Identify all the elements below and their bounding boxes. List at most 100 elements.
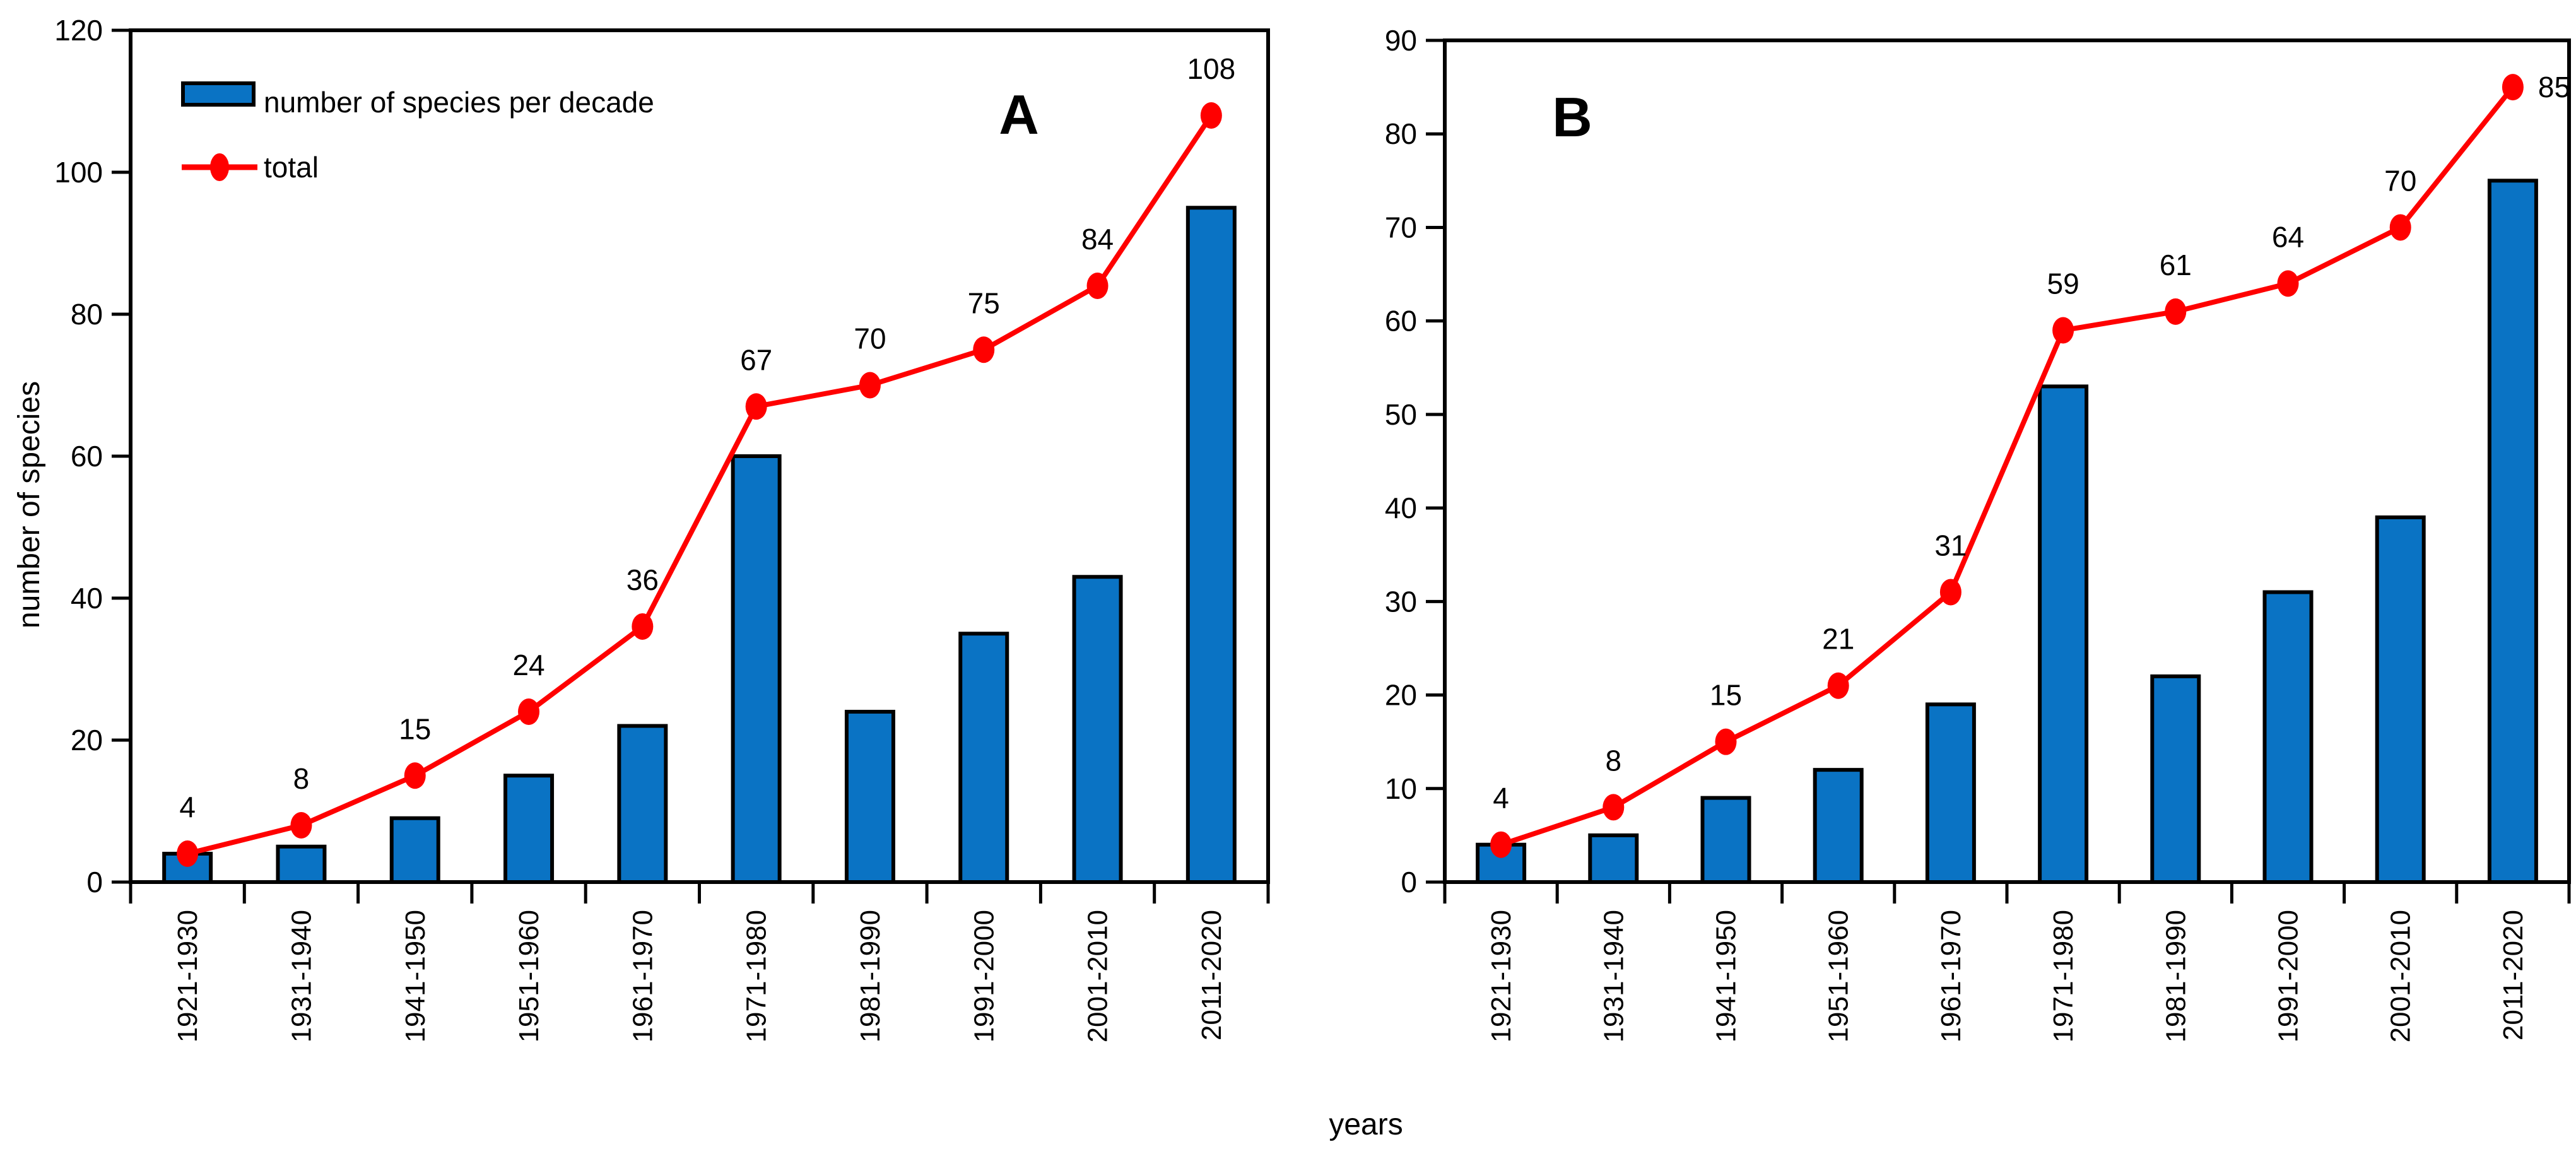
total-line [1500, 85, 2515, 847]
y-tick-label-60: 60 [71, 440, 103, 473]
x-category-label-1931-1940: 1931-1940 [1598, 910, 1629, 1042]
total-marker-1961-1970 [1939, 579, 1961, 606]
total-line [187, 114, 1214, 856]
x-category-label-1971-1980: 1971-1980 [2048, 910, 2079, 1042]
total-value-label-1921-1930: 4 [179, 791, 196, 823]
x-category-label-1941-1950: 1941-1950 [400, 910, 431, 1042]
total-value-label-1951-1960: 24 [512, 649, 544, 681]
bar-1991-2000 [2262, 590, 2314, 884]
total-marker-1921-1930 [1490, 831, 1512, 858]
y-tick-label-20: 20 [1385, 679, 1417, 712]
bar-1961-1970 [617, 724, 668, 884]
total-marker-1941-1950 [1715, 728, 1737, 755]
x-category-label-1991-2000: 1991-2000 [2273, 910, 2304, 1042]
y-tick-label-10: 10 [1385, 772, 1417, 805]
bar-1941-1950 [389, 816, 440, 884]
x-category-label-1941-1950: 1941-1950 [1711, 910, 1742, 1042]
bar-2001-2010 [2375, 515, 2426, 884]
bar-1951-1960 [503, 774, 555, 884]
total-marker-1981-1990 [859, 372, 881, 399]
y-tick-label-30: 30 [1385, 585, 1417, 618]
y-tick-label-0: 0 [86, 866, 103, 898]
total-value-label-1941-1950: 15 [399, 712, 431, 745]
panel-a-letter: A [999, 83, 1039, 146]
y-tick-label-20: 20 [71, 724, 103, 757]
x-category-label-1961-1970: 1961-1970 [1936, 910, 1967, 1042]
total-value-label-1971-1980: 67 [740, 343, 772, 376]
total-value-label-2011-2020: 108 [1187, 52, 1235, 85]
total-value-label-2001-2010: 84 [1081, 223, 1114, 256]
y-tick-label-80: 80 [71, 298, 103, 331]
bar-1951-1960 [1813, 768, 1864, 884]
y-tick-label-50: 50 [1385, 398, 1417, 431]
panel-a: 0 20 40 60 80 100 120 1921-1930 1931-1940 1941-19… [54, 14, 1270, 1042]
bar-1981-1990 [844, 710, 895, 884]
total-marker-1991-2000 [2277, 270, 2299, 297]
bar-2011-2020 [1185, 206, 1237, 884]
x-category-label-2011-2020: 2011-2020 [1196, 910, 1227, 1040]
y-axis-title: number of species [13, 381, 46, 628]
x-category-label-1951-1960: 1951-1960 [514, 910, 544, 1042]
total-marker-1921-1930 [177, 840, 199, 867]
total-value-label-1971-1980: 59 [2047, 267, 2079, 300]
y-tick-label-60: 60 [1385, 305, 1417, 338]
total-value-label-1961-1970: 36 [626, 563, 659, 596]
bar-1931-1940 [276, 844, 327, 884]
legend-line-label: total [264, 151, 319, 184]
x-category-label-1981-1990: 1981-1990 [2160, 910, 2191, 1042]
bar-1971-1980 [2038, 384, 2089, 884]
total-value-label-1991-2000: 75 [968, 286, 1000, 319]
bar-1971-1980 [731, 454, 782, 884]
y-tick-label-120: 120 [54, 14, 103, 47]
total-marker-1971-1980 [2052, 317, 2074, 344]
x-category-label-2011-2020: 2011-2020 [2498, 910, 2529, 1040]
bar-1991-2000 [958, 632, 1009, 884]
total-marker-1991-2000 [973, 336, 995, 363]
y-tick-label-0: 0 [1401, 866, 1417, 898]
y-tick-label-80: 80 [1385, 117, 1417, 150]
legend-bar-label: number of species per decade [264, 86, 654, 119]
x-category-label-1991-2000: 1991-2000 [968, 910, 999, 1042]
total-marker-2001-2010 [2389, 214, 2411, 241]
bar-1961-1970 [1925, 702, 1976, 885]
total-marker-2011-2020 [2502, 74, 2524, 101]
x-category-label-1971-1980: 1971-1980 [741, 910, 772, 1042]
total-value-label-1921-1930: 4 [1493, 782, 1509, 815]
x-axis-title: years [1329, 1108, 1403, 1141]
total-value-label-1981-1990: 61 [2160, 249, 2192, 281]
total-value-label-1961-1970: 31 [1934, 529, 1967, 562]
legend: number of species per decade total [181, 81, 654, 184]
x-category-label-1951-1960: 1951-1960 [1823, 910, 1854, 1042]
bar-2001-2010 [1072, 575, 1123, 884]
total-marker-2001-2010 [1086, 273, 1109, 299]
y-tick-label-90: 90 [1385, 24, 1417, 57]
total-marker-1981-1990 [2165, 298, 2187, 325]
total-marker-1951-1960 [1827, 672, 1849, 699]
total-value-label-1941-1950: 15 [1710, 679, 1742, 712]
x-category-label-2001-2010: 2001-2010 [2385, 910, 2416, 1042]
total-value-label-1931-1940: 8 [293, 762, 310, 795]
total-marker-1941-1950 [404, 762, 426, 789]
total-marker-1931-1940 [1603, 794, 1625, 821]
bar-2011-2020 [2487, 179, 2538, 884]
bar-1931-1940 [1588, 833, 1639, 885]
x-category-label-1921-1930: 1921-1930 [1486, 910, 1517, 1042]
bar-1941-1950 [1700, 796, 1751, 884]
total-marker-2011-2020 [1200, 102, 1222, 129]
total-marker-1971-1980 [745, 393, 767, 420]
total-marker-1951-1960 [518, 698, 540, 725]
x-category-label-1981-1990: 1981-1990 [855, 910, 886, 1042]
y-tick-label-70: 70 [1385, 211, 1417, 244]
total-marker-1961-1970 [632, 613, 654, 640]
y-tick-label-40: 40 [71, 582, 103, 615]
y-tick-label-40: 40 [1385, 492, 1417, 524]
total-value-label-1981-1990: 70 [854, 322, 886, 355]
x-category-label-2001-2010: 2001-2010 [1083, 910, 1114, 1042]
total-value-label-1991-2000: 64 [2272, 220, 2304, 253]
legend-bar-swatch [181, 81, 256, 107]
legend-line-marker [210, 153, 229, 181]
total-value-label-2001-2010: 70 [2384, 164, 2416, 197]
x-category-label-1931-1940: 1931-1940 [286, 910, 317, 1042]
